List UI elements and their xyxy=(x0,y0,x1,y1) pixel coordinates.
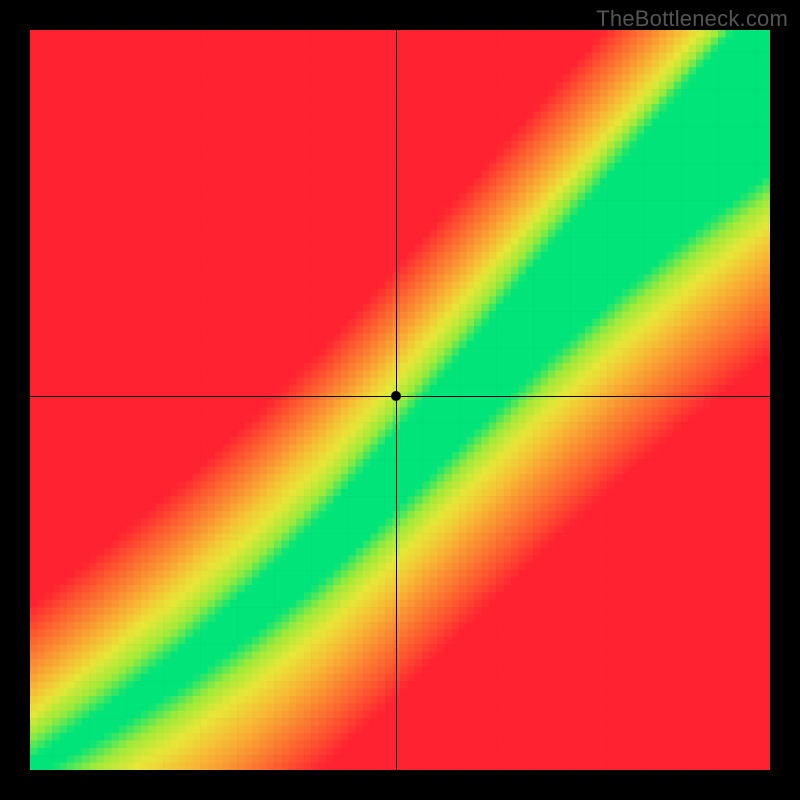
plot-area xyxy=(30,30,770,770)
crosshair-marker xyxy=(391,391,401,401)
chart-container: TheBottleneck.com xyxy=(0,0,800,800)
watermark-text: TheBottleneck.com xyxy=(596,6,788,32)
bottleneck-heatmap xyxy=(30,30,770,770)
